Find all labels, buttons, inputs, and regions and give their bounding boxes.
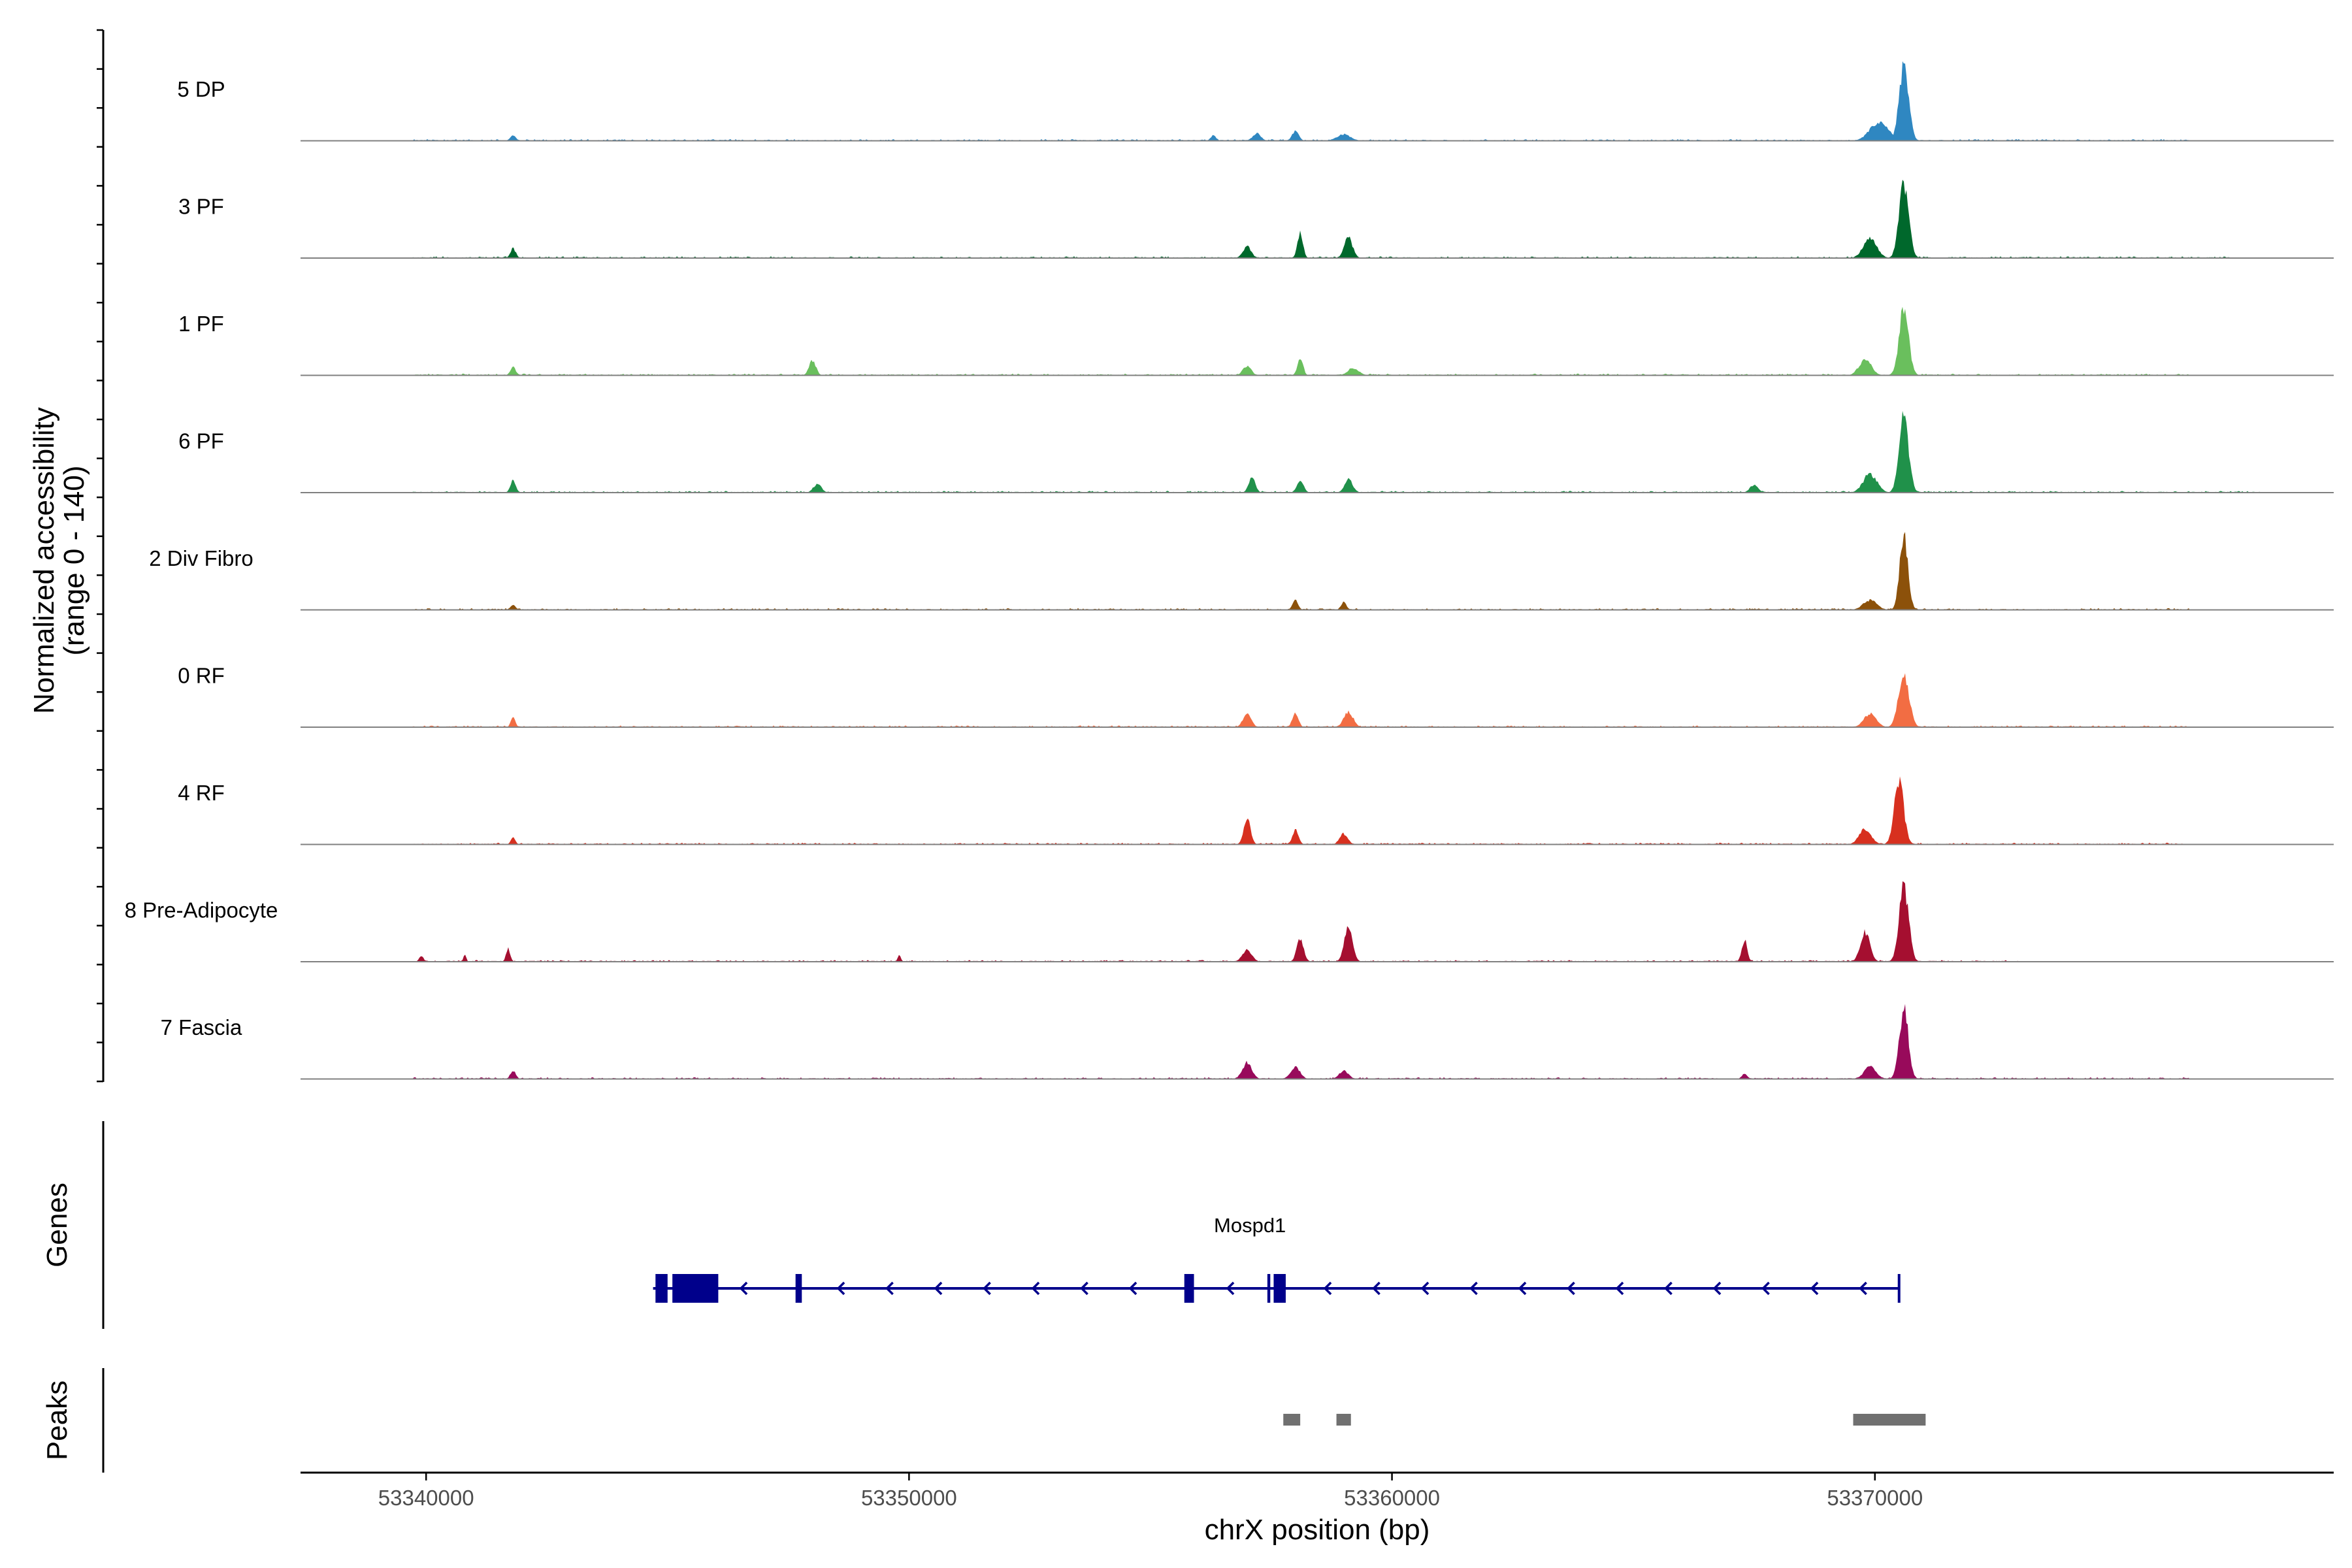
- track-1-pf: 1 PF: [178, 306, 2334, 376]
- track-label: 1 PF: [178, 312, 224, 336]
- strand-arrow: [934, 1281, 943, 1296]
- coverage-area: [301, 61, 2334, 141]
- strand-arrow: [1615, 1281, 1624, 1296]
- track-3-pf: 3 PF: [178, 180, 2334, 259]
- coverage-axis-title-line2: (range 0 - 140): [58, 465, 90, 655]
- strand-arrow: [1323, 1281, 1332, 1296]
- coverage-area: [301, 1004, 2334, 1079]
- strand-arrow: [1128, 1281, 1137, 1296]
- strand-arrow: [1372, 1281, 1380, 1296]
- track-6-pf: 6 PF: [178, 410, 2334, 493]
- peak-intervals: [1283, 1414, 1926, 1426]
- x-tick-label: 53340000: [378, 1486, 474, 1510]
- coverage-area: [301, 306, 2334, 376]
- exon: [672, 1274, 719, 1303]
- genes-track-title: Genes: [41, 1183, 73, 1267]
- x-axis-title: chrX position (bp): [1205, 1514, 1430, 1546]
- gene-models: Mospd1: [653, 1214, 1901, 1303]
- strand-arrow: [1469, 1281, 1478, 1296]
- strand-arrow: [1664, 1281, 1673, 1296]
- x-tick-label: 53360000: [1344, 1486, 1440, 1510]
- peak-interval: [1283, 1414, 1301, 1426]
- coverage-area: [301, 532, 2334, 610]
- strand-arrow: [1859, 1281, 1867, 1296]
- track-2-div-fibro: 2 Div Fibro: [149, 532, 2334, 611]
- track-label: 2 Div Fibro: [149, 546, 253, 570]
- coverage-area: [301, 881, 2334, 962]
- strand-arrow: [1761, 1281, 1770, 1296]
- coverage-area: [301, 673, 2334, 727]
- coverage-axis-title-line1: Normalized accessibility: [28, 407, 60, 713]
- track-label: 8 Pre-Adipocyte: [125, 898, 278, 923]
- track-4-rf: 4 RF: [178, 776, 2334, 845]
- strand-arrow: [1226, 1281, 1235, 1296]
- strand-arrow: [1420, 1281, 1429, 1296]
- strand-arrow: [1080, 1281, 1088, 1296]
- strand-arrow: [1031, 1281, 1040, 1296]
- exon: [1273, 1274, 1286, 1303]
- track-label: 0 RF: [178, 664, 225, 688]
- track-7-fascia: 7 Fascia: [161, 1004, 2334, 1080]
- track-label: 4 RF: [178, 781, 225, 805]
- track-5-dp: 5 DP: [177, 61, 2334, 142]
- x-axis-ticks: 53340000 53350000 53360000 53370000: [378, 1473, 1923, 1510]
- peaks-track-title: Peaks: [41, 1380, 73, 1460]
- track-8-pre-adipocyte: 8 Pre-Adipocyte: [125, 881, 2334, 962]
- strand-arrow: [1712, 1281, 1722, 1296]
- track-label: 7 Fascia: [161, 1015, 242, 1039]
- coverage-area: [301, 180, 2334, 258]
- coverage-area: [301, 410, 2334, 493]
- peaks-panel: Peaks: [41, 1368, 1926, 1473]
- coverage-area: [301, 776, 2334, 845]
- track-0-rf: 0 RF: [178, 664, 2334, 728]
- strand-arrow: [1567, 1281, 1575, 1296]
- peak-interval: [1853, 1414, 1926, 1426]
- x-tick-label: 53350000: [861, 1486, 957, 1510]
- coverage-panel: Normalized accessibility (range 0 - 140)…: [28, 29, 2334, 1083]
- x-tick-label: 53370000: [1827, 1486, 1923, 1510]
- genes-panel: Genes Mospd1: [41, 1121, 1901, 1329]
- coverage-tracks: 5 DP 3 PF 1 PF 6 PF 2 Div Fibro 0 RF 4 RF 8 Pre…: [125, 61, 2334, 1080]
- strand-arrow: [983, 1281, 991, 1296]
- coverage-axis-ticks: [97, 29, 103, 1083]
- peak-interval: [1336, 1414, 1351, 1426]
- gene-name: Mospd1: [1214, 1214, 1286, 1237]
- gene-model: Mospd1: [653, 1214, 1901, 1303]
- strand-arrow: [1518, 1281, 1527, 1296]
- strand-arrow: [836, 1281, 845, 1296]
- strand-arrow: [1810, 1281, 1819, 1296]
- exon: [655, 1274, 668, 1303]
- track-label: 5 DP: [177, 77, 225, 101]
- track-label: 3 PF: [178, 195, 224, 219]
- exon: [1184, 1274, 1194, 1303]
- exon: [1267, 1274, 1271, 1303]
- x-axis: 53340000 53350000 53360000 53370000 chrX po…: [301, 1471, 2334, 1546]
- track-label: 6 PF: [178, 429, 224, 453]
- exon: [795, 1274, 802, 1303]
- strand-arrow: [885, 1281, 894, 1296]
- strand-arrow: [739, 1281, 748, 1296]
